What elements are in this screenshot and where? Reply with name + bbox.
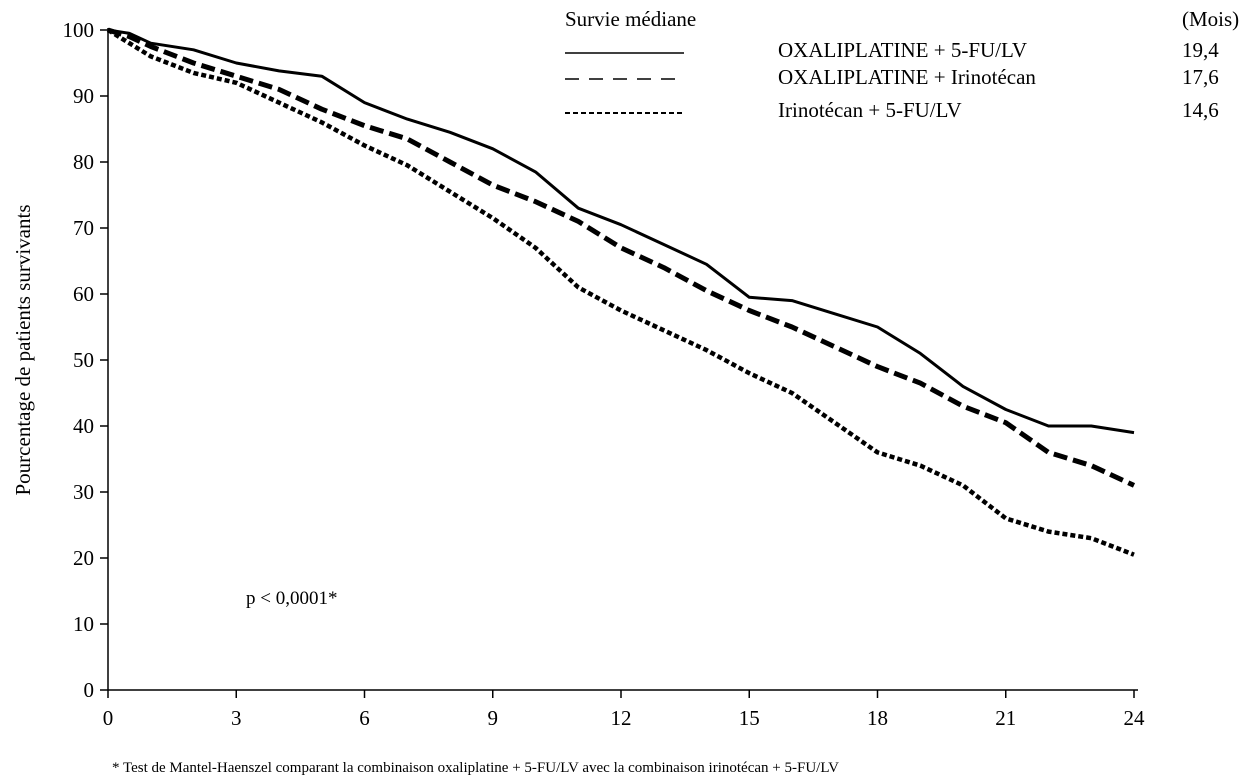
y-tick-label: 90: [73, 84, 94, 108]
series-layer: [106, 27, 1136, 557]
x-tick-label: 12: [611, 706, 632, 730]
y-tick-label: 20: [73, 546, 94, 570]
y-tick-label: 70: [73, 216, 94, 240]
y-axis-label: Pourcentage de patients survivants: [11, 204, 35, 495]
x-tick-label: 0: [103, 706, 114, 730]
axes: 0 10 20 30 40 50 60 70 80 90 100 0 3 6 9 12 15 18 21 24: [63, 18, 1146, 730]
x-tick-label: 9: [488, 706, 499, 730]
y-tick-label: 80: [73, 150, 94, 174]
legend-title: Survie médiane: [565, 7, 696, 31]
legend-entry-1-name: OXALIPLATINE + 5-FU/LV: [778, 38, 1027, 62]
x-tick-label: 24: [1124, 706, 1146, 730]
y-tick-label: 50: [73, 348, 94, 372]
legend-entry-3-median: 14,6: [1182, 98, 1219, 122]
series-line-3: [106, 28, 1135, 557]
x-tick-label: 3: [231, 706, 242, 730]
x-tick-label: 15: [739, 706, 760, 730]
y-tick-label: 100: [63, 18, 95, 42]
y-tick-label: 60: [73, 282, 94, 306]
legend: Survie médiane (Mois) OXALIPLATINE + 5-F…: [565, 7, 1239, 122]
series-line-2: [107, 27, 1136, 488]
y-tick-label: 0: [84, 678, 95, 702]
y-tick-label: 40: [73, 414, 94, 438]
x-tick-label: 18: [867, 706, 888, 730]
series-line-1: [107, 28, 1135, 435]
legend-entry-3-name: Irinotécan + 5-FU/LV: [778, 98, 962, 122]
footnote: * Test de Mantel-Haenszel comparant la c…: [112, 760, 839, 776]
legend-unit-header: (Mois): [1182, 7, 1239, 31]
p-value-annotation: p < 0,0001*: [246, 588, 337, 609]
legend-entry-2-median: 17,6: [1182, 65, 1219, 89]
y-tick-label: 10: [73, 612, 94, 636]
legend-entry-2-name: OXALIPLATINE + Irinotécan: [778, 65, 1036, 89]
x-tick-label: 21: [995, 706, 1016, 730]
y-tick-label: 30: [73, 480, 94, 504]
legend-entry-1-median: 19,4: [1182, 38, 1219, 62]
x-tick-label: 6: [359, 706, 370, 730]
